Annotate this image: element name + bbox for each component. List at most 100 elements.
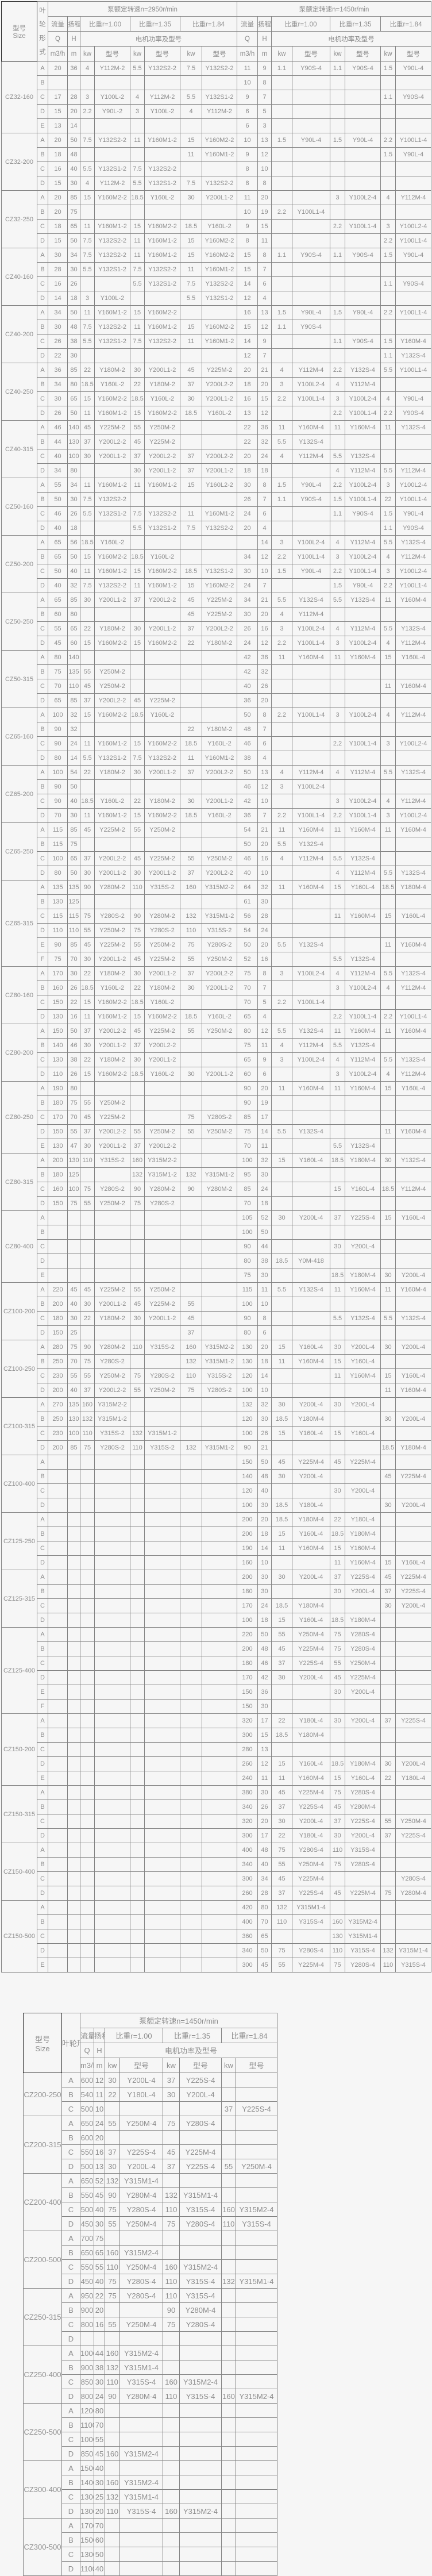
motor-1450-r100: Y200L-4 — [292, 1397, 330, 1412]
kw-1450-r100: 2.2 — [271, 205, 292, 220]
kw-1450-r184: 45 — [380, 1570, 396, 1585]
kw-1450-r100 — [271, 679, 292, 694]
motor-2950-r100 — [94, 1598, 130, 1613]
head-h: 16 — [94, 2144, 105, 2159]
motor-2950-r184 — [202, 894, 237, 909]
flow-q: 1100 — [80, 2417, 94, 2432]
flow-q-1450: 22 — [237, 435, 258, 449]
motor-1450-r100: Y160L-4 — [292, 1756, 330, 1771]
motor-1450-r100: Y180M-4 — [292, 1598, 330, 1613]
table-row: D 110 26 15 Y160M2-2 18.5 Y160L-2 30 Y200L1-2 60 6… — [2, 1067, 431, 1082]
table-row: CZ80-315 A 200 130 110 Y315S-2 160 Y315M2-2 100 3… — [1, 1153, 431, 1211]
motor-2950-r135 — [144, 1843, 180, 1858]
pump-size: CZ200-400 — [23, 2173, 62, 2231]
kw-2950-r100: 7.5 — [80, 578, 95, 593]
kw-2950-r184 — [180, 1052, 202, 1067]
impeller-type: F — [37, 1699, 48, 1714]
kw-1450-r100 — [271, 463, 292, 478]
motor-1450-r135: Y200L-4 — [345, 1685, 381, 1700]
header-kw: kw — [271, 46, 292, 61]
pump-size: CZ80-250 — [1, 1081, 37, 1154]
motor-1450-r184: Y315S-4 — [395, 1958, 431, 1973]
head-h-2950 — [67, 1871, 80, 1886]
kw-1450-r100: 15 — [271, 1340, 292, 1355]
motor-r135 — [179, 2532, 222, 2547]
pump-size: CZ125-315 — [1, 1570, 37, 1628]
motor-1450-r100 — [292, 1139, 330, 1154]
kw-r135: 160 — [163, 2259, 180, 2274]
table-row: C130050 — [24, 2547, 278, 2562]
motor-1450-r100 — [292, 1685, 330, 1700]
model-label: 型号 — [34, 2035, 50, 2044]
head-h-2950 — [67, 1613, 80, 1628]
head-h-2950 — [67, 75, 80, 90]
motor-1450-r135: Y112M-4 — [345, 535, 381, 550]
impeller-type: D — [37, 291, 48, 306]
flow-q: 550 — [80, 2259, 94, 2274]
impeller-type: D — [37, 1756, 48, 1771]
kw-r100: 75 — [105, 2274, 120, 2289]
flow-q-2950: 70 — [48, 679, 68, 694]
motor-2950-r100 — [94, 1210, 130, 1225]
kw-1450-r184 — [380, 176, 396, 191]
motor-1450-r100: Y225M-4 — [292, 1871, 330, 1886]
kw-1450-r135: 2.2 — [330, 736, 345, 751]
table-row: B 28 30 5.5 Y132S1-2 7.5 Y132S2-2 11 Y160M1-2 15 7 — [2, 262, 431, 277]
kw-2950-r100: 45 — [80, 822, 95, 837]
impeller-type: C — [37, 1814, 48, 1829]
motor-r184 — [235, 2475, 278, 2490]
kw-1450-r184: 3 — [380, 736, 396, 751]
kw-1450-r184: 75 — [380, 1886, 396, 1901]
flow-q: 900 — [80, 2302, 94, 2317]
kw-r184 — [221, 2446, 236, 2461]
kw-r100 — [105, 2460, 120, 2475]
flow-q-2950: 40 — [48, 578, 68, 593]
kw-2950-r184: 15 — [180, 248, 202, 263]
kw-1450-r100 — [271, 406, 292, 421]
flow-q-2950: 100 — [48, 851, 68, 866]
kw-2950-r100: 55 — [80, 923, 95, 938]
kw-2950-r100: 15 — [80, 708, 95, 722]
flow-q-1450: 75 — [237, 1268, 258, 1283]
motor-2950-r184 — [202, 420, 237, 435]
impeller-type: B — [37, 75, 48, 90]
impeller-type: D — [37, 1886, 48, 1901]
kw-1450-r135 — [330, 320, 345, 335]
kw-1450-r135: 3 — [330, 981, 345, 995]
motor-1450-r100 — [292, 751, 330, 766]
flow-q: 1000 — [80, 2346, 94, 2360]
header-motor-model: 型号 — [345, 46, 381, 61]
motor-2950-r184 — [202, 1297, 237, 1312]
kw-r135 — [163, 2417, 180, 2432]
head-h-2950: 14 — [67, 751, 80, 766]
kw-1450-r135 — [330, 664, 345, 679]
kw-r184: 37 — [221, 2101, 236, 2116]
flow-q-2950: 18 — [48, 147, 68, 162]
kw-r100 — [105, 2302, 120, 2317]
motor-2950-r135 — [144, 1239, 180, 1254]
motor-1450-r135: Y112M-4 — [345, 1052, 381, 1067]
table-row: C 190 14 11 Y160M-4 15 Y160M-4 — [2, 1541, 431, 1556]
kw-2950-r184: 11 — [180, 147, 202, 162]
kw-2950-r184: 75 — [180, 1383, 202, 1398]
head-h-1450: 30 — [257, 894, 272, 909]
kw-1450-r184: 3 — [380, 808, 396, 823]
kw-1450-r135: 3 — [330, 1067, 345, 1082]
motor-2950-r100 — [94, 1685, 130, 1700]
kw-2950-r135 — [130, 1958, 145, 1973]
impeller-type: C — [37, 391, 48, 406]
kw-2950-r135 — [130, 1670, 145, 1685]
head-h-1450: 18 — [257, 1196, 272, 1211]
motor-1450-r100: Y160L-4 — [292, 1153, 330, 1168]
motor-2950-r135: Y132S2-2 — [144, 162, 180, 176]
kw-2950-r100 — [80, 1742, 95, 1757]
motor-2950-r135: Y315S-2 — [144, 1340, 180, 1355]
motor-2950-r135: Y160M2-2 — [144, 564, 180, 579]
motor-1450-r184 — [395, 607, 431, 622]
header-speed-2950: 泵额定转速n=2950r/min — [48, 1, 237, 17]
motor-1450-r135: Y315M1-4 — [345, 1929, 381, 1944]
kw-1450-r184: 15 — [380, 909, 396, 924]
flow-q: 650 — [80, 2245, 94, 2260]
head-h-2950: 46 — [67, 1038, 80, 1053]
motor-1450-r100 — [292, 75, 330, 90]
